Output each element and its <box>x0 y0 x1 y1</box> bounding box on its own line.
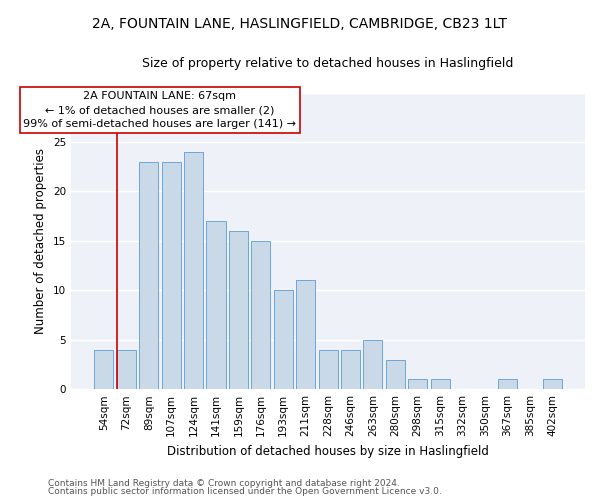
Bar <box>161 162 181 389</box>
Y-axis label: Number of detached properties: Number of detached properties <box>34 148 47 334</box>
Bar <box>296 280 315 389</box>
Text: 2A FOUNTAIN LANE: 67sqm
← 1% of detached houses are smaller (2)
99% of semi-deta: 2A FOUNTAIN LANE: 67sqm ← 1% of detached… <box>23 92 296 130</box>
Text: Contains HM Land Registry data © Crown copyright and database right 2024.: Contains HM Land Registry data © Crown c… <box>48 478 400 488</box>
Title: Size of property relative to detached houses in Haslingfield: Size of property relative to detached ho… <box>142 58 514 70</box>
Bar <box>319 350 338 389</box>
Text: Contains public sector information licensed under the Open Government Licence v3: Contains public sector information licen… <box>48 487 442 496</box>
Bar <box>341 350 360 389</box>
Bar <box>94 350 113 389</box>
Bar <box>274 290 293 389</box>
Bar <box>251 241 271 389</box>
Bar <box>229 231 248 389</box>
Bar <box>184 152 203 389</box>
X-axis label: Distribution of detached houses by size in Haslingfield: Distribution of detached houses by size … <box>167 444 489 458</box>
Bar <box>364 340 382 389</box>
Bar <box>408 380 427 389</box>
Bar <box>498 380 517 389</box>
Bar <box>542 380 562 389</box>
Bar <box>431 380 449 389</box>
Bar <box>139 162 158 389</box>
Bar <box>206 221 226 389</box>
Bar <box>386 360 405 389</box>
Bar <box>117 350 136 389</box>
Text: 2A, FOUNTAIN LANE, HASLINGFIELD, CAMBRIDGE, CB23 1LT: 2A, FOUNTAIN LANE, HASLINGFIELD, CAMBRID… <box>92 18 508 32</box>
